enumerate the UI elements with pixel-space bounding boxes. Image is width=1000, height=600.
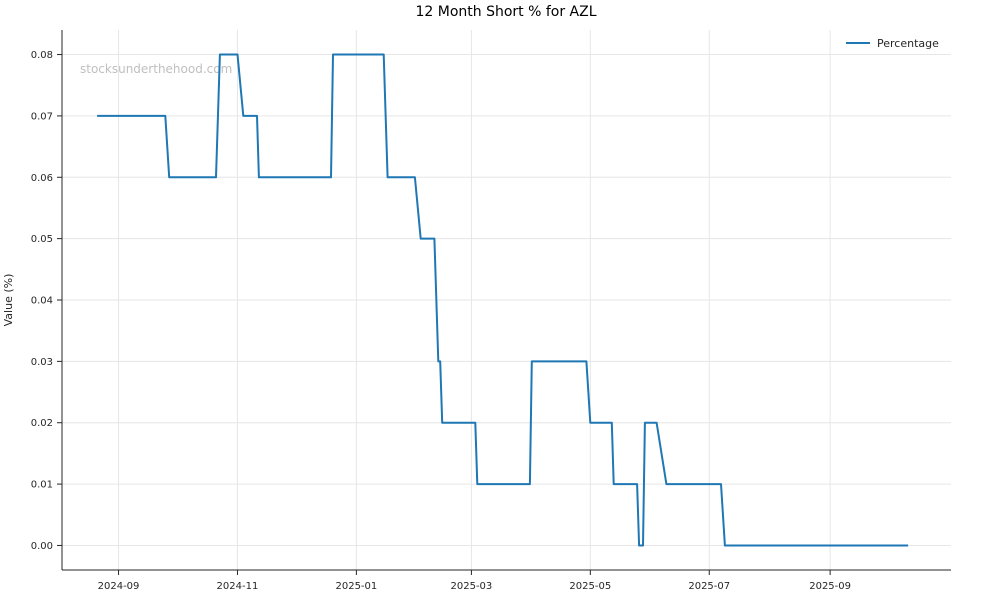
watermark: stocksunderthehood.com	[80, 62, 232, 76]
y-tick-label: 0.00	[31, 541, 53, 552]
x-tick-label: 2025-07	[688, 581, 730, 592]
x-tick-label: 2025-03	[451, 581, 493, 592]
x-tick-label: 2025-09	[809, 581, 851, 592]
legend: Percentage	[846, 37, 939, 50]
x-tick-label: 2025-01	[335, 581, 377, 592]
y-axis-label: Value (%)	[2, 274, 15, 327]
x-tick-label: 2025-05	[569, 581, 611, 592]
data-series	[97, 53, 909, 547]
chart-title: 12 Month Short % for AZL	[415, 4, 596, 20]
y-tick-label: 0.07	[31, 111, 53, 122]
legend-entry-label: Percentage	[877, 37, 939, 50]
percentage-line	[97, 53, 909, 547]
gridlines	[62, 30, 951, 570]
axis-ticks: 2024-09 2024-11 2025-01 2025-03 2025-05 2025-…	[31, 50, 851, 592]
y-tick-label: 0.05	[31, 234, 53, 245]
y-tick-label: 0.04	[31, 296, 53, 307]
y-tick-label: 0.08	[31, 50, 53, 61]
y-tick-label: 0.03	[31, 357, 53, 368]
y-tick-label: 0.02	[31, 418, 53, 429]
y-tick-label: 0.01	[31, 480, 53, 491]
x-tick-label: 2024-11	[217, 581, 259, 592]
y-tick-label: 0.06	[31, 173, 53, 184]
x-tick-label: 2024-09	[98, 581, 140, 592]
